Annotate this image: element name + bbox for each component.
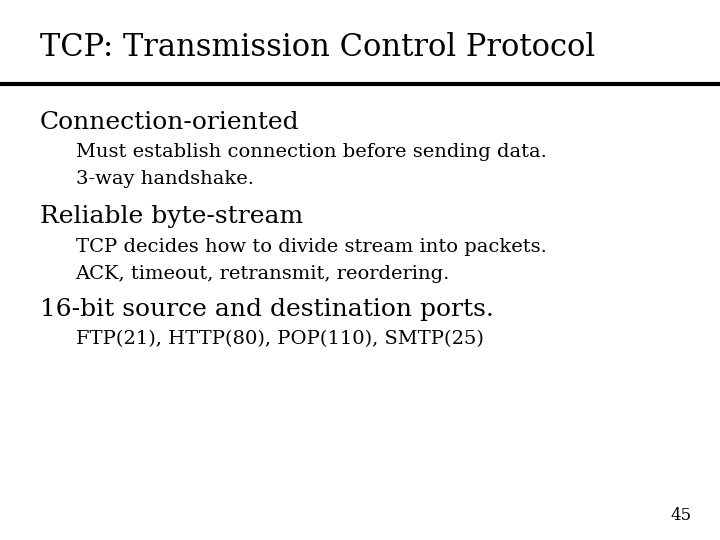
Text: 3-way handshake.: 3-way handshake.: [76, 170, 253, 188]
Text: FTP(21), HTTP(80), POP(110), SMTP(25): FTP(21), HTTP(80), POP(110), SMTP(25): [76, 330, 483, 348]
Text: Must establish connection before sending data.: Must establish connection before sending…: [76, 143, 546, 161]
Text: TCP decides how to divide stream into packets.: TCP decides how to divide stream into pa…: [76, 238, 546, 255]
Text: Reliable byte-stream: Reliable byte-stream: [40, 205, 302, 228]
Text: 45: 45: [670, 507, 691, 524]
Text: Connection-oriented: Connection-oriented: [40, 111, 300, 134]
Text: TCP: Transmission Control Protocol: TCP: Transmission Control Protocol: [40, 32, 595, 63]
Text: ACK, timeout, retransmit, reordering.: ACK, timeout, retransmit, reordering.: [76, 265, 450, 282]
Text: 16-bit source and destination ports.: 16-bit source and destination ports.: [40, 298, 493, 321]
